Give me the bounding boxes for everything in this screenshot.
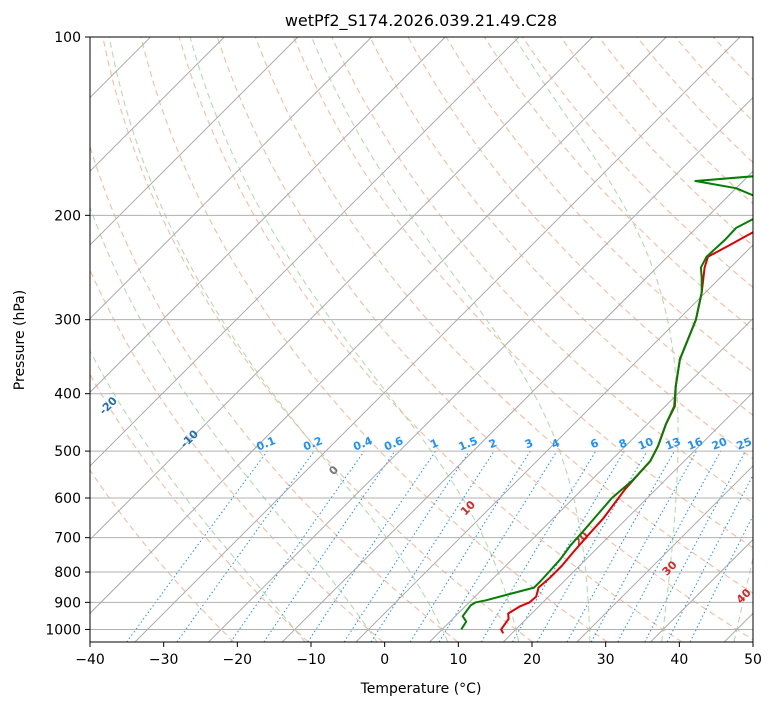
isotherm-line	[208, 96, 753, 642]
mixing-ratio-line	[590, 450, 697, 642]
x-tick-label: −30	[149, 652, 179, 668]
mixing-ratio-line	[307, 450, 437, 642]
dry-adiabat-line	[90, 469, 235, 642]
plot-frame	[89, 36, 754, 643]
mixing-ratio-line	[263, 450, 396, 642]
mixing-ratio-label: 3	[523, 436, 535, 451]
mixing-ratio-label: 10	[636, 435, 655, 453]
y-tick-label: 1000	[45, 622, 81, 638]
moist-adiabat-line	[90, 349, 306, 642]
x-tick-label: 20	[523, 652, 541, 668]
isotherm-line	[576, 465, 753, 642]
mixing-ratio-line	[176, 450, 315, 642]
dry-adiabat-line	[140, 37, 608, 642]
mixing-ratio-line	[566, 450, 675, 642]
dry-adiabats	[90, 37, 753, 642]
isotherm-line	[134, 37, 741, 642]
x-tick-label: −20	[223, 652, 253, 668]
y-axis-label: Pressure (hPa)	[12, 290, 28, 390]
moist-adiabat-line	[189, 37, 520, 642]
y-tick-label: 500	[54, 444, 81, 460]
mixing-ratio-line	[230, 450, 365, 642]
isotherm-line	[90, 37, 520, 467]
y-axis-ticks: 100 200 300 400 500 600 700 800 900 1000	[45, 30, 90, 638]
mixing-ratio-lines	[126, 450, 753, 642]
x-tick-label: 50	[744, 652, 762, 668]
isotherm-line	[90, 37, 299, 246]
mixing-ratio-label: 2	[487, 436, 499, 451]
x-axis-label: Temperature (°C)	[360, 681, 482, 697]
isotherms	[90, 37, 753, 642]
dry-adiabat-line	[331, 37, 753, 504]
x-tick-label: 30	[597, 652, 615, 668]
mixing-ratio-line	[409, 450, 531, 642]
dry-adiabat-line	[254, 37, 753, 594]
x-axis-ticks: −40 −30 −20 −10 0 10 20 30 40 50	[75, 642, 762, 668]
dry-adiabat-line	[90, 373, 309, 642]
mixing-ratio-label: 13	[664, 435, 683, 453]
dry-adiabat-line	[293, 37, 753, 549]
moist-adiabat-line	[108, 37, 449, 642]
y-tick-label: 400	[54, 387, 81, 403]
x-tick-label: 10	[449, 652, 467, 668]
dry-adiabat-line	[178, 37, 683, 642]
isotherm-line	[502, 391, 753, 642]
mixing-ratio-label: 1	[428, 436, 440, 451]
isotherm-line	[90, 37, 593, 541]
dry-adiabat-line	[90, 268, 384, 642]
pressure-gridlines	[90, 37, 753, 630]
isotherm-line	[90, 37, 372, 320]
isotherm-line	[281, 170, 753, 642]
dry-adiabat-line	[216, 37, 753, 641]
plot-area: 0.10.20.40.611.52346810131620253036-100-…	[90, 37, 754, 642]
x-tick-label: −40	[75, 652, 105, 668]
mixing-ratio-line	[617, 450, 722, 642]
isotherm-line	[90, 37, 446, 393]
isotherm-line	[429, 317, 753, 642]
mixing-ratio-label: 8	[617, 436, 629, 451]
mixing-ratio-label: 25	[735, 435, 754, 453]
y-tick-label: 900	[54, 595, 81, 611]
mixing-ratio-label: 16	[686, 435, 705, 453]
dry-adiabat-line	[522, 37, 753, 289]
isotherm-line	[90, 37, 667, 614]
isotherm-line	[355, 244, 753, 642]
mixing-ratio-line	[438, 450, 558, 642]
moist-adiabat-line	[733, 555, 753, 642]
chart-title: wetPf2_S174.2026.039.21.49.C28	[285, 11, 557, 31]
moist-adiabat-line	[311, 37, 591, 642]
x-tick-label: 0	[380, 652, 389, 668]
mixing-ratio-line	[126, 450, 268, 642]
sounding-profiles	[460, 175, 753, 634]
y-tick-label: 600	[54, 491, 81, 507]
mixing-ratio-line	[370, 450, 495, 642]
y-tick-label: 100	[54, 30, 81, 46]
dewpoint-profile-line	[460, 175, 753, 630]
isotherm-line	[650, 538, 753, 642]
x-tick-label: −10	[296, 652, 326, 668]
moist-adiabats	[90, 37, 753, 642]
moist-adiabat-line	[90, 205, 378, 642]
mixing-ratio-line	[343, 450, 470, 642]
mixing-ratio-label: 20	[710, 435, 729, 453]
isotherm-line	[90, 37, 225, 172]
x-tick-label: 40	[670, 652, 688, 668]
y-tick-label: 200	[54, 208, 81, 224]
y-tick-label: 700	[54, 531, 81, 547]
auxiliary-line-labels: 0.10.20.40.611.52346810131620253036-100-…	[97, 394, 754, 606]
y-tick-label: 300	[54, 313, 81, 329]
dry-adiabat-line	[90, 144, 459, 642]
y-tick-label: 800	[54, 565, 81, 581]
